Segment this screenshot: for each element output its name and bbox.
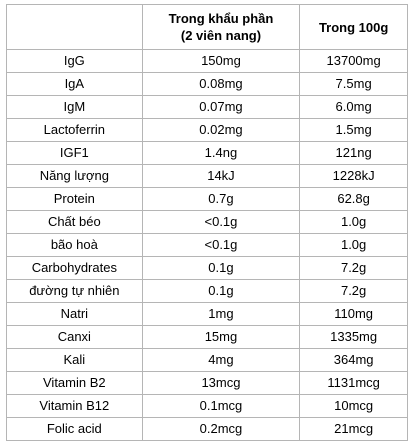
cell-nutrient: Carbohydrates <box>7 257 143 280</box>
cell-per-100g: 6.0mg <box>300 96 408 119</box>
cell-per-100g: 1.0g <box>300 234 408 257</box>
cell-per-100g: 1131mcg <box>300 372 408 395</box>
cell-per-serving: 0.1g <box>142 280 301 303</box>
cell-per-100g: 1.5mg <box>300 119 408 142</box>
header-per-100g: Trong 100g <box>300 5 408 50</box>
table-row: IGF1 1.4ng 121ng <box>7 142 408 165</box>
header-per-serving-line1: Trong khẩu phần <box>168 11 274 26</box>
cell-nutrient: Chất béo <box>7 211 143 234</box>
table-row: Carbohydrates 0.1g 7.2g <box>7 257 408 280</box>
cell-nutrient: bão hoà <box>7 234 143 257</box>
table-row: IgG 150mg 13700mg <box>7 50 408 73</box>
cell-nutrient: Vitamin B2 <box>7 372 143 395</box>
cell-per-serving: 14kJ <box>142 165 301 188</box>
cell-per-100g: 62.8g <box>300 188 408 211</box>
cell-per-100g: 7.2g <box>300 257 408 280</box>
cell-per-100g: 121ng <box>300 142 408 165</box>
cell-per-serving: 1.4ng <box>142 142 301 165</box>
cell-per-serving: 0.1g <box>142 257 301 280</box>
cell-nutrient: IgA <box>7 73 143 96</box>
header-row: Trong khẩu phần (2 viên nang) Trong 100g <box>7 5 408 50</box>
cell-nutrient: IGF1 <box>7 142 143 165</box>
cell-per-100g: 1335mg <box>300 326 408 349</box>
table-row: IgM 0.07mg 6.0mg <box>7 96 408 119</box>
table-row: Vitamin B2 13mcg 1131mcg <box>7 372 408 395</box>
cell-per-serving: 0.08mg <box>142 73 301 96</box>
cell-nutrient: Protein <box>7 188 143 211</box>
table-row: Năng lượng 14kJ 1228kJ <box>7 165 408 188</box>
cell-nutrient: Natri <box>7 303 143 326</box>
cell-per-serving: 0.02mg <box>142 119 301 142</box>
table-row: Lactoferrin 0.02mg 1.5mg <box>7 119 408 142</box>
table-row: Folic acid 0.2mcg 21mcg <box>7 418 408 441</box>
cell-per-100g: 13700mg <box>300 50 408 73</box>
cell-nutrient: IgM <box>7 96 143 119</box>
cell-per-serving: <0.1g <box>142 234 301 257</box>
cell-per-100g: 21mcg <box>300 418 408 441</box>
table-header: Trong khẩu phần (2 viên nang) Trong 100g <box>7 5 408 50</box>
cell-nutrient: Kali <box>7 349 143 372</box>
table-body: IgG 150mg 13700mg IgA 0.08mg 7.5mg IgM 0.07mg 6.… <box>7 50 408 441</box>
nutrition-table: Trong khẩu phần (2 viên nang) Trong 100g… <box>6 4 408 441</box>
cell-nutrient: Folic acid <box>7 418 143 441</box>
cell-per-100g: 7.2g <box>300 280 408 303</box>
cell-per-serving: 0.07mg <box>142 96 301 119</box>
table-row: đường tự nhiên 0.1g 7.2g <box>7 280 408 303</box>
cell-per-100g: 7.5mg <box>300 73 408 96</box>
cell-nutrient: đường tự nhiên <box>7 280 143 303</box>
table-row: IgA 0.08mg 7.5mg <box>7 73 408 96</box>
header-per-serving: Trong khẩu phần (2 viên nang) <box>142 5 301 50</box>
cell-nutrient: Năng lượng <box>7 165 143 188</box>
cell-nutrient: IgG <box>7 50 143 73</box>
cell-per-serving: 15mg <box>142 326 301 349</box>
cell-per-serving: 0.1mcg <box>142 395 301 418</box>
cell-per-100g: 364mg <box>300 349 408 372</box>
header-nutrient <box>7 5 143 50</box>
cell-per-100g: 1228kJ <box>300 165 408 188</box>
table-row: Vitamin B12 0.1mcg 10mcg <box>7 395 408 418</box>
cell-per-100g: 10mcg <box>300 395 408 418</box>
cell-per-serving: 0.7g <box>142 188 301 211</box>
cell-nutrient: Vitamin B12 <box>7 395 143 418</box>
table-row: Protein 0.7g 62.8g <box>7 188 408 211</box>
cell-per-serving: <0.1g <box>142 211 301 234</box>
header-per-serving-line2: (2 viên nang) <box>180 28 262 43</box>
cell-per-serving: 4mg <box>142 349 301 372</box>
cell-per-100g: 110mg <box>300 303 408 326</box>
table-row: Natri 1mg 110mg <box>7 303 408 326</box>
cell-per-100g: 1.0g <box>300 211 408 234</box>
table-row: Kali 4mg 364mg <box>7 349 408 372</box>
cell-per-serving: 1mg <box>142 303 301 326</box>
table-row: bão hoà <0.1g 1.0g <box>7 234 408 257</box>
cell-per-serving: 13mcg <box>142 372 301 395</box>
cell-per-serving: 0.2mcg <box>142 418 301 441</box>
cell-nutrient: Canxi <box>7 326 143 349</box>
cell-nutrient: Lactoferrin <box>7 119 143 142</box>
table-row: Canxi 15mg 1335mg <box>7 326 408 349</box>
cell-per-serving: 150mg <box>142 50 301 73</box>
table-row: Chất béo <0.1g 1.0g <box>7 211 408 234</box>
